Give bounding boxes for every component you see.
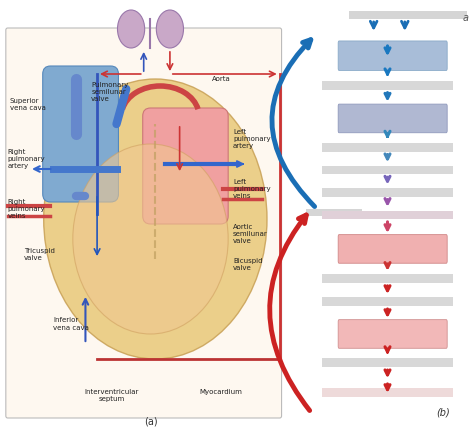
Bar (322, 188, 453, 197)
FancyBboxPatch shape (338, 104, 447, 133)
Bar (322, 358, 453, 367)
FancyBboxPatch shape (338, 320, 447, 348)
Bar (322, 210, 453, 219)
Text: (b): (b) (436, 408, 450, 418)
Ellipse shape (156, 10, 183, 48)
Bar (322, 166, 453, 174)
Text: Tricuspid
valve: Tricuspid valve (24, 247, 55, 260)
Text: Aorta: Aorta (212, 76, 230, 82)
Bar (322, 297, 453, 306)
Text: Right
pulmonary
artery: Right pulmonary artery (8, 149, 46, 169)
Text: Left
pulmonary
veins: Left pulmonary veins (233, 179, 271, 199)
Text: Bicuspid
valve: Bicuspid valve (233, 257, 263, 270)
Text: Superior
vena cava: Superior vena cava (9, 98, 46, 111)
Text: Myocardium: Myocardium (199, 389, 242, 395)
Ellipse shape (73, 144, 228, 334)
Bar (322, 274, 453, 283)
Text: Left
pulmonary
artery: Left pulmonary artery (233, 129, 271, 149)
Text: Right
pulmonary
veins: Right pulmonary veins (8, 199, 46, 219)
Text: Inferior
vena cava: Inferior vena cava (54, 318, 89, 331)
FancyBboxPatch shape (143, 108, 228, 224)
Bar (349, 11, 467, 19)
Ellipse shape (44, 79, 267, 359)
Text: (a): (a) (144, 417, 157, 427)
Bar (306, 208, 362, 216)
Ellipse shape (118, 10, 145, 48)
Text: Interventricular
septum: Interventricular septum (84, 389, 139, 402)
Text: Pulmonary
semilunar
valve: Pulmonary semilunar valve (91, 82, 128, 102)
Text: Aortic
semilunar
valve: Aortic semilunar valve (233, 224, 268, 244)
FancyBboxPatch shape (6, 28, 282, 418)
Bar (322, 388, 453, 397)
FancyBboxPatch shape (338, 41, 447, 70)
Bar (322, 82, 453, 90)
FancyBboxPatch shape (338, 235, 447, 263)
Bar (322, 143, 453, 152)
FancyBboxPatch shape (43, 66, 118, 202)
Text: a: a (463, 13, 469, 23)
